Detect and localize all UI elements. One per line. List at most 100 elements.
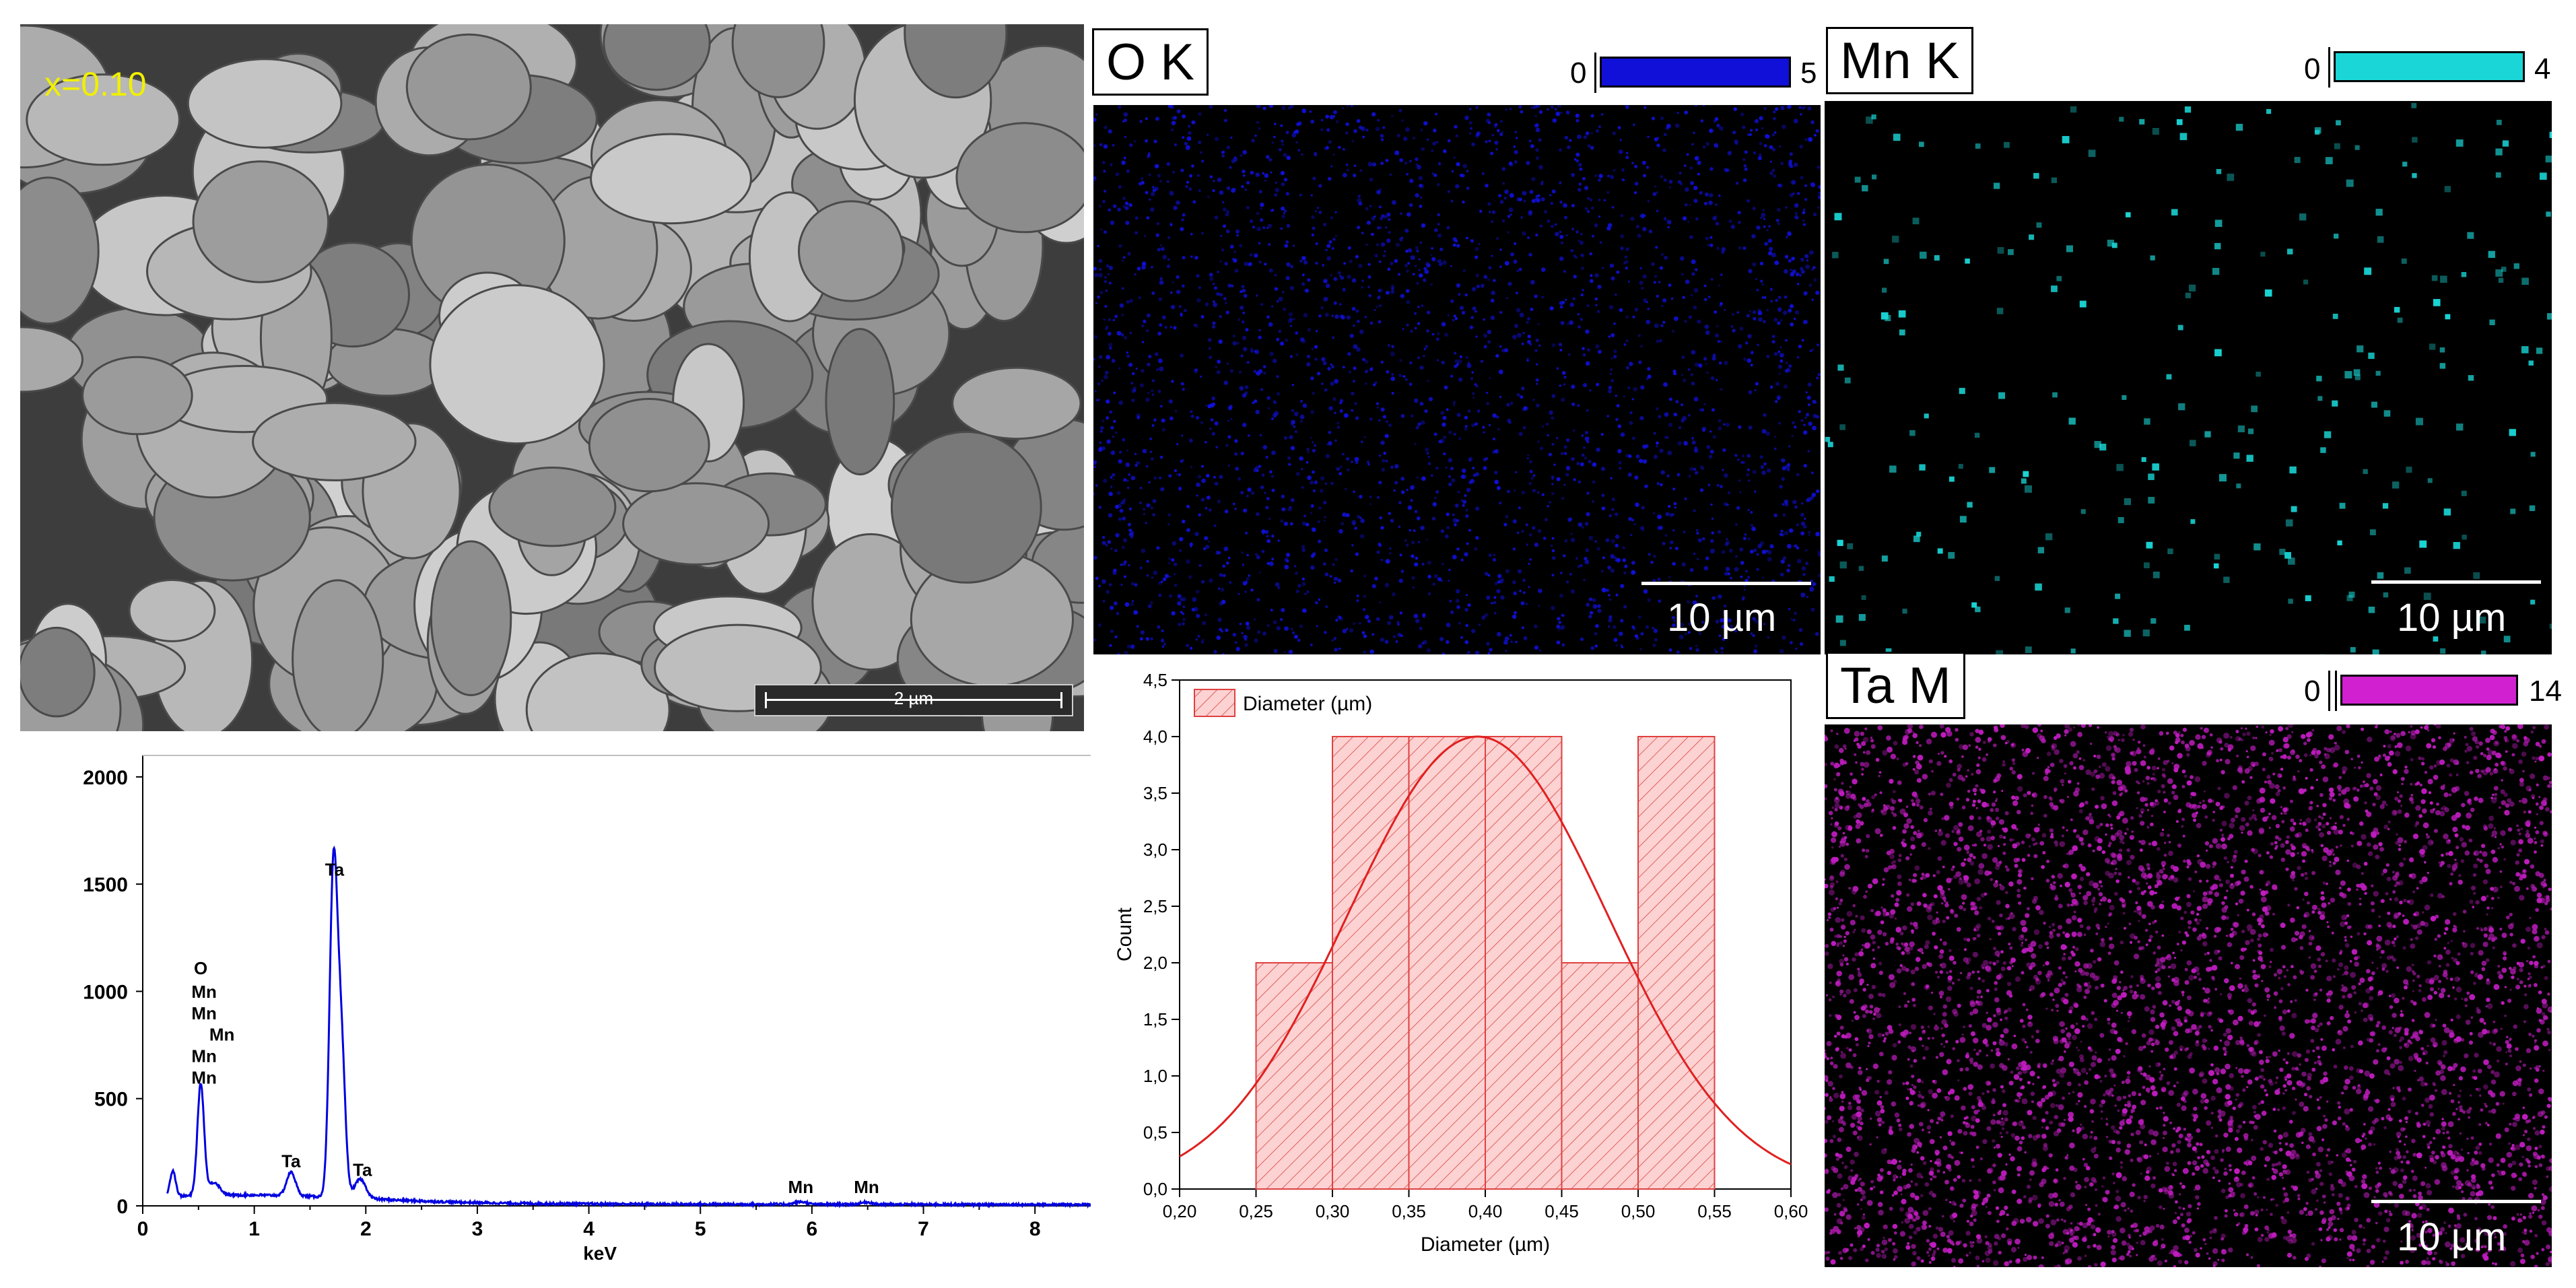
map-pixel	[1504, 189, 1509, 195]
map-pixel	[2371, 401, 2377, 408]
map-pixel	[1470, 316, 1474, 320]
map-pixel	[1433, 129, 1437, 133]
map-pixel	[1902, 609, 1907, 614]
map-pixel	[2256, 1264, 2260, 1267]
map-pixel	[1299, 624, 1303, 628]
map-pixel	[1385, 290, 1390, 295]
map-pixel	[1292, 244, 1295, 247]
map-pixel	[1663, 382, 1668, 387]
map-pixel	[1121, 545, 1125, 549]
map-pixel	[1202, 621, 1207, 625]
map-pixel	[1324, 631, 1327, 634]
map-pixel	[1227, 465, 1230, 467]
map-pixel	[1317, 520, 1320, 523]
map-pixel	[1558, 148, 1563, 152]
map-pixel	[1126, 169, 1130, 173]
map-pixel	[1431, 474, 1433, 477]
map-pixel	[1108, 208, 1112, 212]
map-pixel	[1310, 512, 1312, 514]
map-pixel	[1559, 200, 1563, 204]
map-pixel	[1523, 406, 1528, 411]
map-pixel	[2505, 739, 2507, 742]
map-pixel	[2122, 395, 2127, 400]
map-pixel	[1417, 306, 1420, 308]
map-pixel	[1937, 976, 1940, 979]
map-pixel	[1746, 199, 1751, 203]
map-pixel	[1333, 277, 1338, 281]
sem-grain	[430, 540, 512, 696]
map-pixel	[2419, 783, 2422, 787]
map-pixel	[2208, 890, 2213, 895]
map-pixel	[1768, 225, 1771, 228]
map-pixel	[1100, 228, 1103, 231]
map-pixel	[1623, 605, 1627, 609]
map-pixel	[1493, 601, 1497, 605]
map-pixel	[2490, 849, 2496, 854]
map-pixel	[1663, 178, 1667, 182]
map-pixel	[1659, 448, 1664, 453]
map-pixel	[1167, 523, 1170, 526]
map-pixel	[1596, 447, 1600, 452]
map-pixel	[1450, 610, 1454, 615]
map-pixel	[1099, 441, 1102, 444]
map-pixel	[2186, 893, 2191, 899]
map-pixel	[1549, 194, 1552, 197]
map-pixel	[1488, 139, 1491, 143]
map-pixel	[2368, 352, 2375, 360]
map-pixel	[2289, 1154, 2295, 1159]
map-pixel	[1331, 639, 1334, 642]
map-pixel	[1231, 284, 1234, 287]
map-pixel	[2281, 945, 2286, 950]
map-pixel	[2095, 774, 2101, 780]
map-pixel	[1808, 534, 1810, 537]
map-pixel	[1468, 121, 1472, 125]
map-pixel	[2008, 1260, 2012, 1264]
map-pixel	[1415, 193, 1419, 198]
map-pixel	[1937, 830, 1943, 836]
map-pixel	[1101, 541, 1106, 545]
map-pixel	[1176, 275, 1180, 279]
map-pixel	[1365, 128, 1369, 132]
map-pixel	[1672, 487, 1676, 491]
map-pixel	[1910, 825, 1915, 829]
map-pixel	[1409, 203, 1413, 207]
map-pixel	[2029, 1170, 2035, 1176]
map-pixel	[1529, 469, 1533, 474]
map-pixel	[1790, 269, 1792, 271]
map-pixel	[1907, 1001, 1910, 1003]
map-pixel	[2093, 1136, 2098, 1141]
map-pixel	[1747, 537, 1751, 541]
map-pixel	[1761, 576, 1764, 579]
map-pixel	[1527, 317, 1531, 320]
map-pixel	[2278, 748, 2282, 753]
map-pixel	[2479, 850, 2482, 854]
map-pixel	[1756, 288, 1759, 292]
map-pixel	[1777, 222, 1780, 226]
map-pixel	[1097, 273, 1103, 278]
map-pixel	[1559, 257, 1564, 261]
map-pixel	[1812, 426, 1817, 431]
map-pixel	[2001, 1118, 2004, 1120]
map-pixel	[1391, 114, 1394, 117]
map-pixel	[2251, 405, 2258, 413]
map-pixel	[1307, 475, 1312, 480]
map-pixel	[2017, 1072, 2021, 1075]
map-pixel	[1682, 296, 1685, 299]
map-pixel	[2368, 1186, 2372, 1190]
map-pixel	[1560, 111, 1563, 114]
map-pixel	[1541, 180, 1544, 184]
map-pixel	[1635, 224, 1639, 229]
map-pixel	[1753, 609, 1757, 613]
map-pixel	[1521, 343, 1524, 345]
map-pixel	[1458, 437, 1462, 440]
map-pixel	[1256, 512, 1260, 516]
map-pixel	[1723, 604, 1727, 608]
map-pixel	[1800, 531, 1805, 536]
map-pixel	[1490, 315, 1495, 320]
map-pixel	[1450, 374, 1454, 378]
map-pixel	[1450, 199, 1454, 203]
map-pixel	[1170, 291, 1173, 294]
map-pixel	[2534, 1264, 2538, 1267]
map-pixel	[1914, 1182, 1918, 1186]
map-pixel	[1409, 178, 1414, 183]
